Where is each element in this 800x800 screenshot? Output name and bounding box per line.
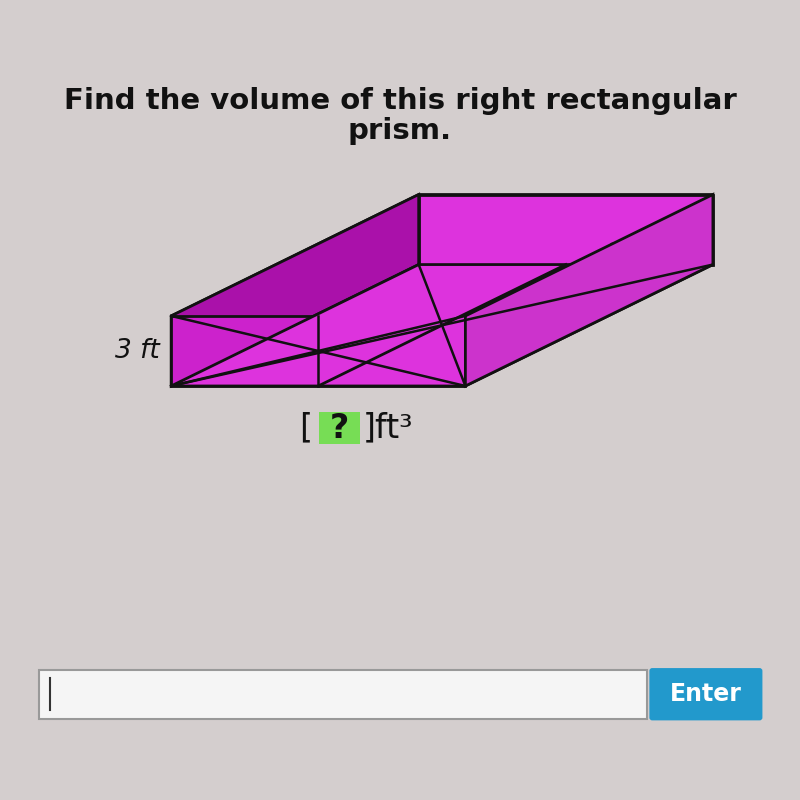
Text: Enter: Enter (670, 682, 742, 706)
FancyBboxPatch shape (318, 412, 360, 444)
Text: Find the volume of this right rectangular: Find the volume of this right rectangula… (64, 87, 736, 115)
Polygon shape (171, 194, 418, 386)
Text: 3 ft: 3 ft (115, 338, 160, 364)
Polygon shape (418, 194, 713, 265)
Text: 15 ft: 15 ft (606, 242, 667, 268)
Polygon shape (171, 316, 466, 386)
Polygon shape (171, 265, 713, 386)
Text: prism.: prism. (348, 117, 452, 145)
Text: 10 ft: 10 ft (287, 333, 349, 358)
Text: ?: ? (330, 411, 349, 445)
FancyBboxPatch shape (39, 670, 646, 718)
Text: [: [ (299, 411, 312, 445)
FancyBboxPatch shape (650, 668, 762, 720)
Polygon shape (171, 194, 713, 316)
Polygon shape (466, 194, 713, 386)
Text: ]ft³: ]ft³ (362, 411, 414, 445)
